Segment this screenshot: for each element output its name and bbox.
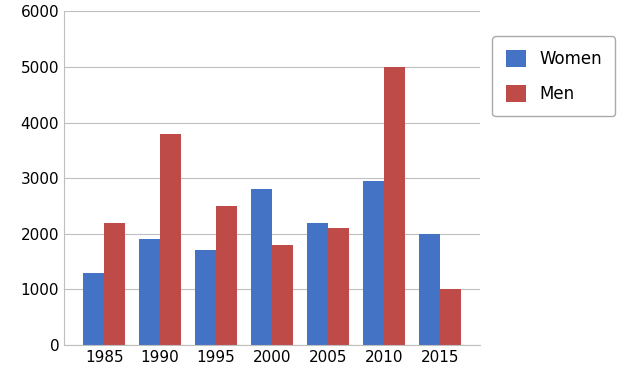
Bar [328, 228, 349, 345]
Bar [160, 134, 181, 345]
Bar [272, 245, 293, 345]
Bar [363, 181, 384, 345]
Bar [83, 273, 104, 345]
Bar [419, 234, 440, 345]
Legend: Women, Men: Women, Men [493, 36, 615, 116]
Bar [195, 250, 216, 345]
Bar [307, 223, 328, 345]
Bar [251, 189, 272, 345]
Bar [216, 206, 237, 345]
Bar [104, 223, 125, 345]
Bar [139, 239, 160, 345]
Bar [384, 67, 405, 345]
Bar [440, 289, 461, 345]
